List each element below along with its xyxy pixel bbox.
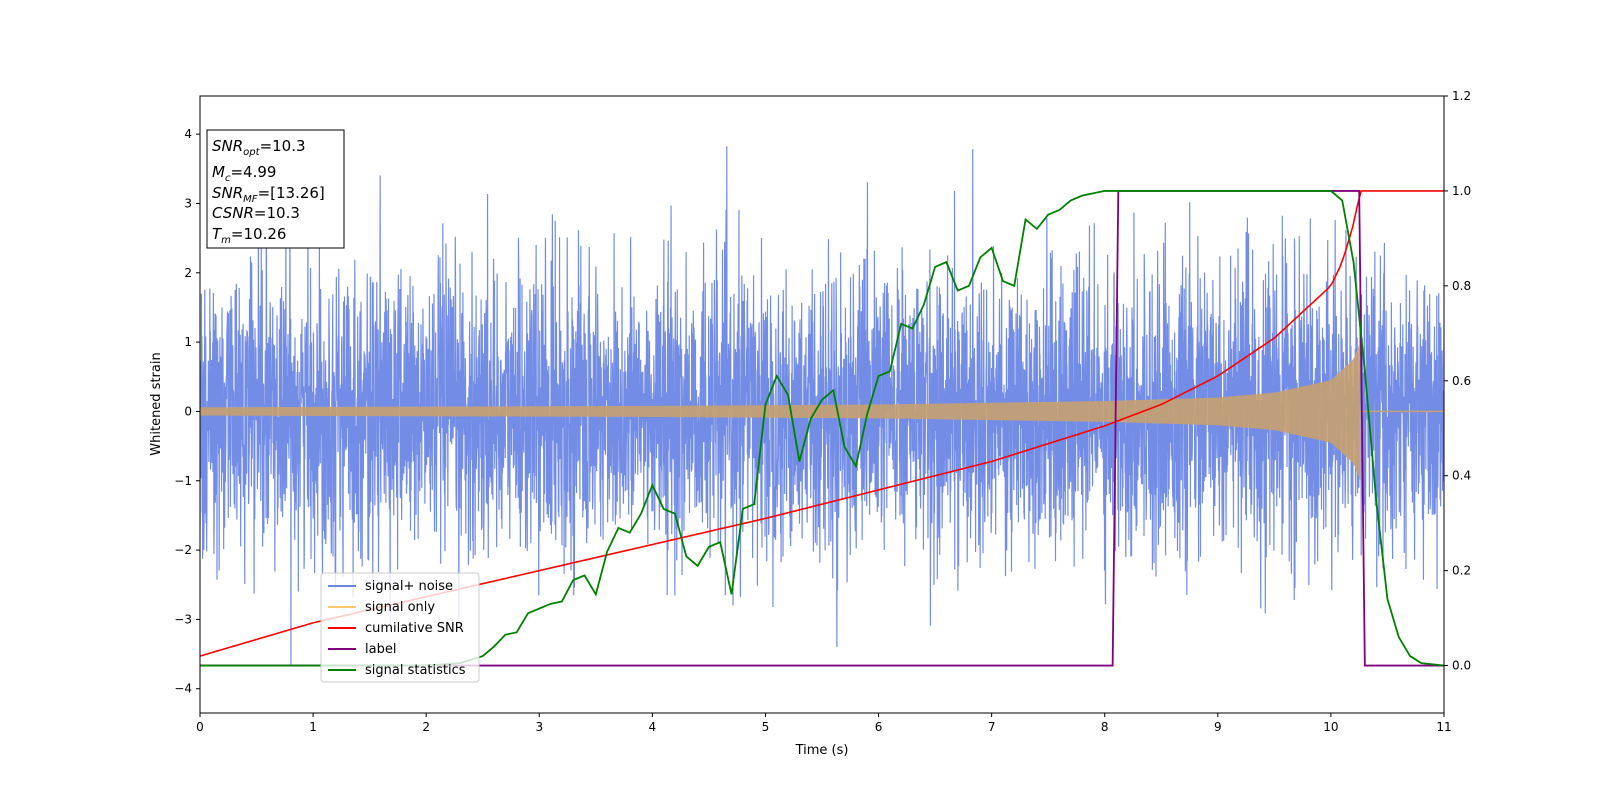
annotation-line: CSNR=10.3	[212, 204, 300, 222]
x-tick-label: 7	[988, 720, 996, 734]
y-tick-label: 1	[184, 335, 192, 349]
legend-label: signal statistics	[365, 663, 466, 678]
x-tick-label: 1	[309, 720, 317, 734]
annotation-frame	[206, 129, 345, 249]
y2-tick-label: 0.8	[1452, 279, 1471, 293]
signal-only-band	[200, 342, 1361, 481]
y2-tick-label: 0.0	[1452, 659, 1471, 673]
metrics-annotation-box: SNRopt=10.3 Mc=4.99SNRMF=[13.26]CSNR=10.3…	[206, 129, 345, 249]
y2-tick-label: 0.6	[1452, 374, 1471, 388]
y-axis-left: −4 −3 −2 −1 0 1 2 3 4	[174, 127, 200, 696]
x-tick-label: 8	[1101, 720, 1109, 734]
legend-frame	[320, 572, 480, 683]
x-tick-label: 4	[649, 720, 657, 734]
x-tick-label: 3	[535, 720, 543, 734]
y-tick-label: −4	[174, 682, 192, 696]
annotation-line: Mc=4.99	[212, 163, 276, 184]
x-tick-label: 10	[1323, 720, 1338, 734]
legend-label: signal+ noise	[365, 579, 453, 594]
annotation-line: SNRMF=[13.26]	[212, 184, 325, 205]
y-axis-label: Whitened strain	[149, 352, 164, 455]
legend: signal+ noise signal only cumilative SNR la…	[320, 572, 480, 683]
legend-label: signal only	[365, 600, 435, 615]
signal-statistics-line	[200, 190, 1444, 667]
y2-tick-label: 0.4	[1452, 469, 1471, 483]
y-axis-right: 0.0 0.2 0.4 0.6 0.8 1.0 1.2	[1444, 89, 1471, 673]
legend-label: cumilative SNR	[365, 621, 464, 636]
x-tick-label: 6	[875, 720, 883, 734]
plot-frame	[199, 95, 1445, 714]
x-tick-label: 0	[196, 720, 204, 734]
y-tick-label: −3	[174, 612, 192, 626]
x-tick-label: 11	[1436, 720, 1451, 734]
y-tick-label: 4	[184, 127, 192, 141]
x-tick-label: 5	[762, 720, 770, 734]
annotation-line: Tm=10.26	[212, 225, 286, 246]
legend-label: label	[365, 642, 396, 657]
y2-tick-label: 0.2	[1452, 564, 1471, 578]
y-tick-label: −2	[174, 543, 192, 557]
x-tick-label: 2	[422, 720, 430, 734]
y-tick-label: −1	[174, 474, 192, 488]
annotation-line: SNRopt=10.3	[212, 137, 306, 158]
y-tick-label: 2	[184, 266, 192, 280]
y2-tick-label: 1.0	[1452, 184, 1471, 198]
x-axis: 0 1 2 3 4 5 6 7 8 9 10 11	[196, 713, 1452, 734]
y-tick-label: 0	[184, 404, 192, 418]
y-tick-label: 3	[184, 196, 192, 210]
x-tick-label: 9	[1214, 720, 1222, 734]
x-axis-label: Time (s)	[795, 743, 849, 758]
y2-tick-label: 1.2	[1452, 89, 1471, 103]
